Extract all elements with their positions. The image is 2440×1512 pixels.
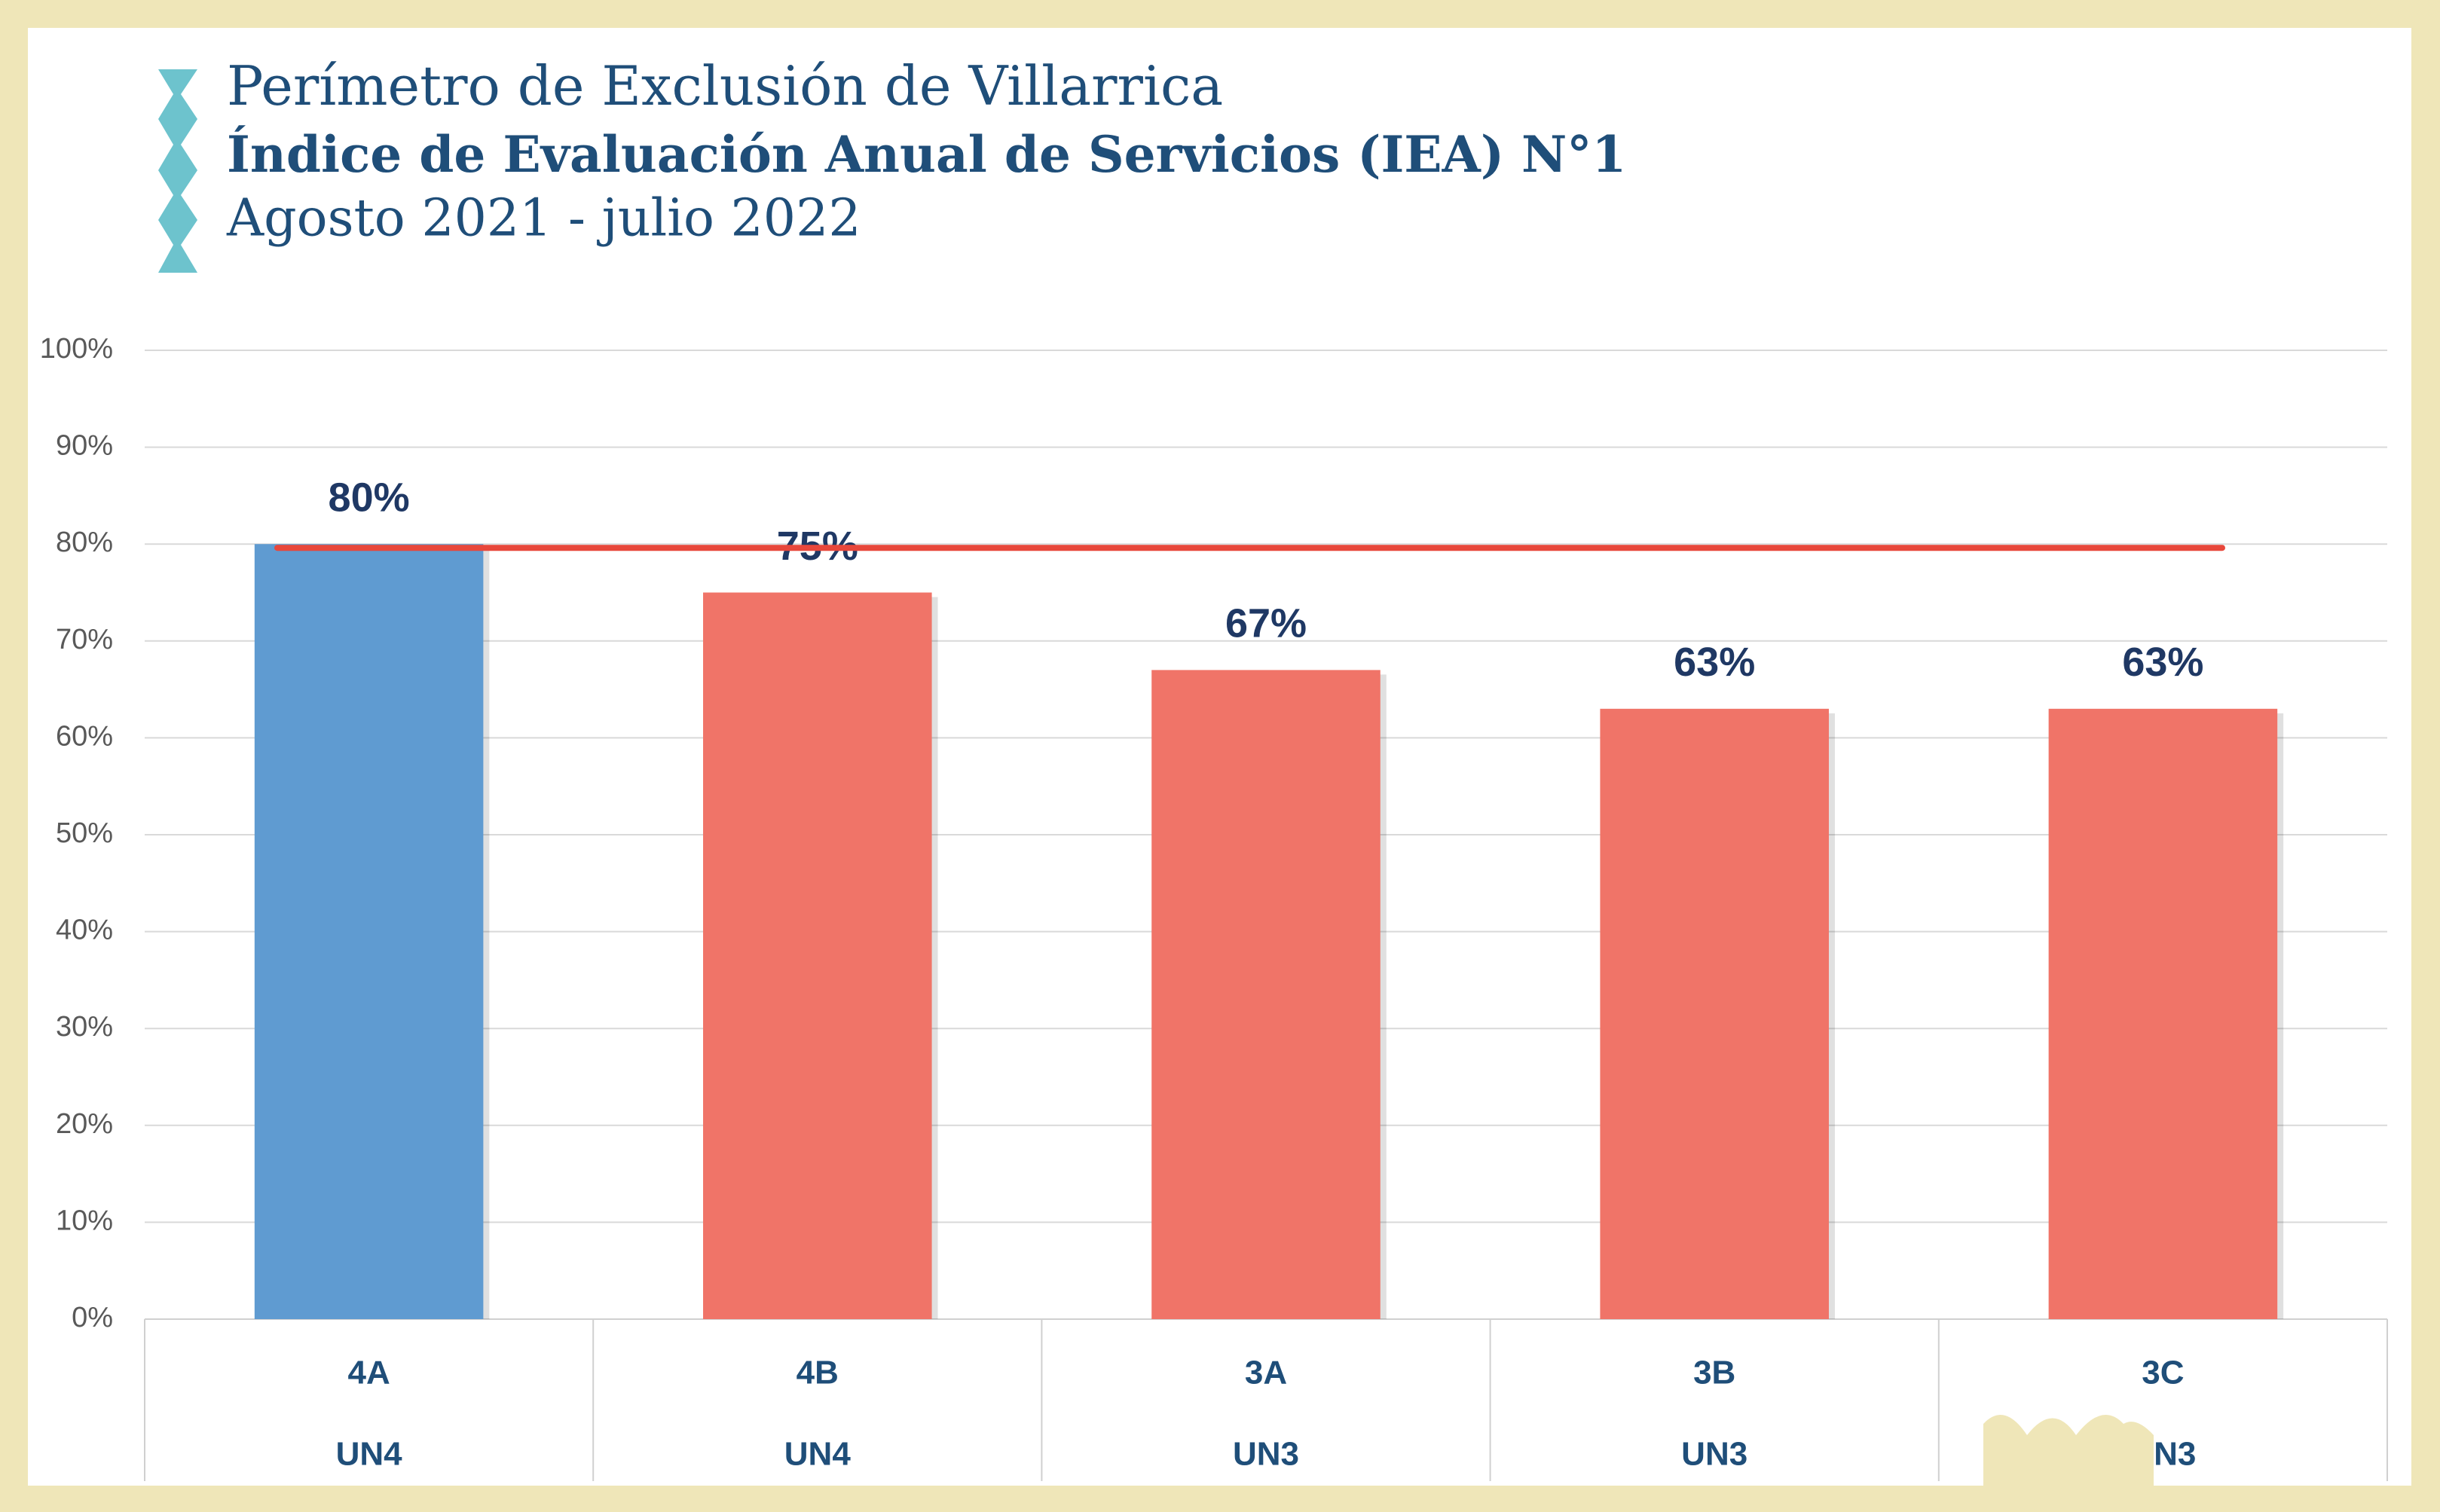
x-tick-label: 4B	[797, 1355, 839, 1391]
x-tick-label: 3C	[2142, 1355, 2184, 1391]
chart-subtitle: Índice de Evaluación Anual de Servicios …	[227, 125, 1626, 184]
group-label: UN3	[1233, 1436, 1299, 1473]
decoration-blob	[1983, 1415, 2154, 1486]
x-tick-label: 3B	[1693, 1355, 1735, 1391]
y-tick-label: 20%	[56, 1108, 113, 1140]
x-tick-label: 4A	[347, 1355, 390, 1391]
decoration	[158, 69, 197, 273]
y-tick-label: 10%	[56, 1205, 113, 1236]
group-label: UN4	[336, 1436, 403, 1473]
bar	[2048, 708, 2278, 1319]
bar	[254, 544, 484, 1320]
value-label: 67%	[1225, 601, 1307, 646]
y-tick-label: 80%	[56, 527, 113, 558]
y-tick-label: 30%	[56, 1011, 113, 1043]
value-label: 63%	[1674, 640, 1755, 685]
value-label: 63%	[2122, 640, 2203, 685]
y-tick-label: 40%	[56, 915, 113, 946]
x-tick-label: 3A	[1245, 1355, 1287, 1391]
group-label: UN4	[784, 1436, 852, 1473]
y-tick-label: 50%	[56, 817, 113, 849]
value-label: 80%	[329, 475, 410, 520]
bar	[1600, 708, 1829, 1319]
bar	[703, 592, 932, 1319]
group-label: UN3	[1681, 1436, 1747, 1473]
y-tick-label: 0%	[72, 1302, 113, 1333]
y-tick-label: 100%	[40, 333, 113, 365]
y-tick-label: 60%	[56, 720, 113, 752]
chart-title: Perímetro de Exclusión de Villarrica	[227, 54, 1223, 118]
y-tick-label: 90%	[56, 430, 113, 462]
y-tick-label: 70%	[56, 624, 113, 655]
bar	[1151, 670, 1381, 1319]
period: Agosto 2021 - julio 2022	[226, 189, 861, 249]
